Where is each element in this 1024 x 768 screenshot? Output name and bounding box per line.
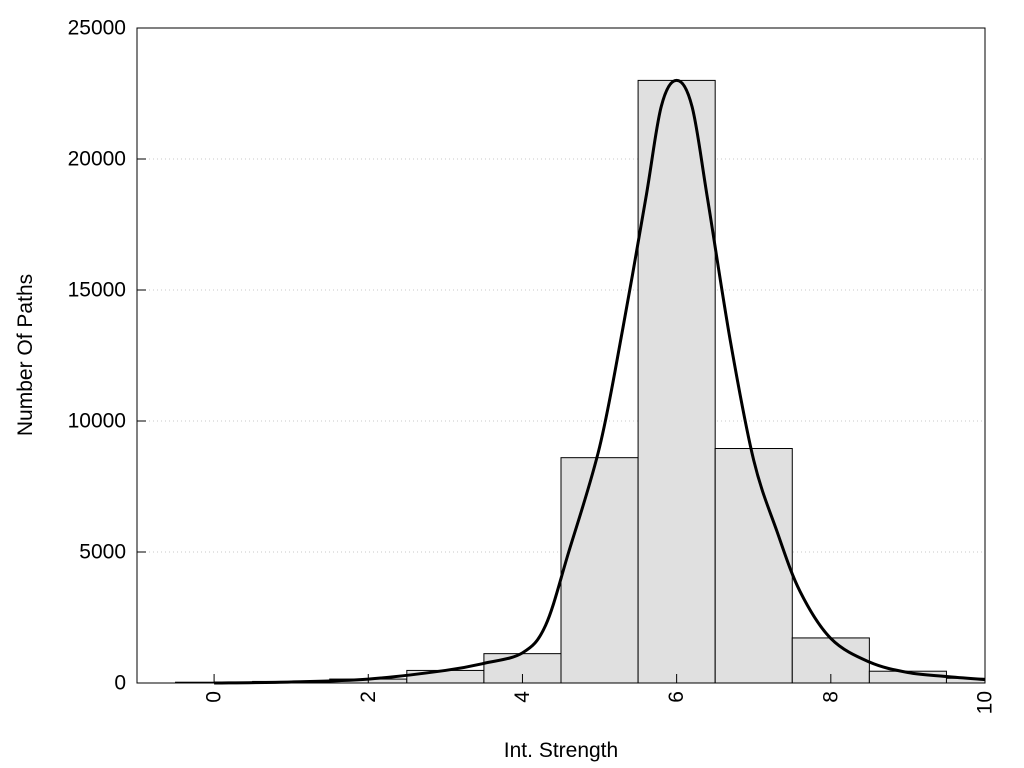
histogram-bar <box>714 448 793 684</box>
fit-curve-layer <box>214 78 986 685</box>
y-tick-label: 10000 <box>68 410 126 433</box>
y-tick-label: 5000 <box>79 541 126 564</box>
y-tick-label: 20000 <box>68 148 126 171</box>
plot-frame <box>136 27 986 684</box>
y-tick-label: 0 <box>114 672 126 695</box>
x-tick-label: 10 <box>974 691 997 714</box>
y-tick-label: 15000 <box>68 279 126 302</box>
x-tick-label: 4 <box>511 691 534 703</box>
histogram-bar <box>406 669 485 684</box>
x-tick-label: 0 <box>203 691 226 703</box>
histogram-bar <box>637 79 716 684</box>
y-tick-label: 25000 <box>68 17 126 40</box>
bars <box>175 79 986 684</box>
y-axis-title: Number Of Paths <box>14 274 37 436</box>
x-tick-label: 6 <box>665 691 688 703</box>
fit-curve <box>214 78 986 685</box>
x-tick-label: 2 <box>357 691 380 703</box>
x-axis-title: Int. Strength <box>504 739 618 762</box>
y-axis-ticks: 0 5000 10000 15000 20000 25000 <box>68 17 146 695</box>
x-axis-ticks: 0 2 4 6 8 10 <box>203 674 997 714</box>
histogram-bar <box>560 457 639 684</box>
x-tick-label: 8 <box>819 691 842 703</box>
